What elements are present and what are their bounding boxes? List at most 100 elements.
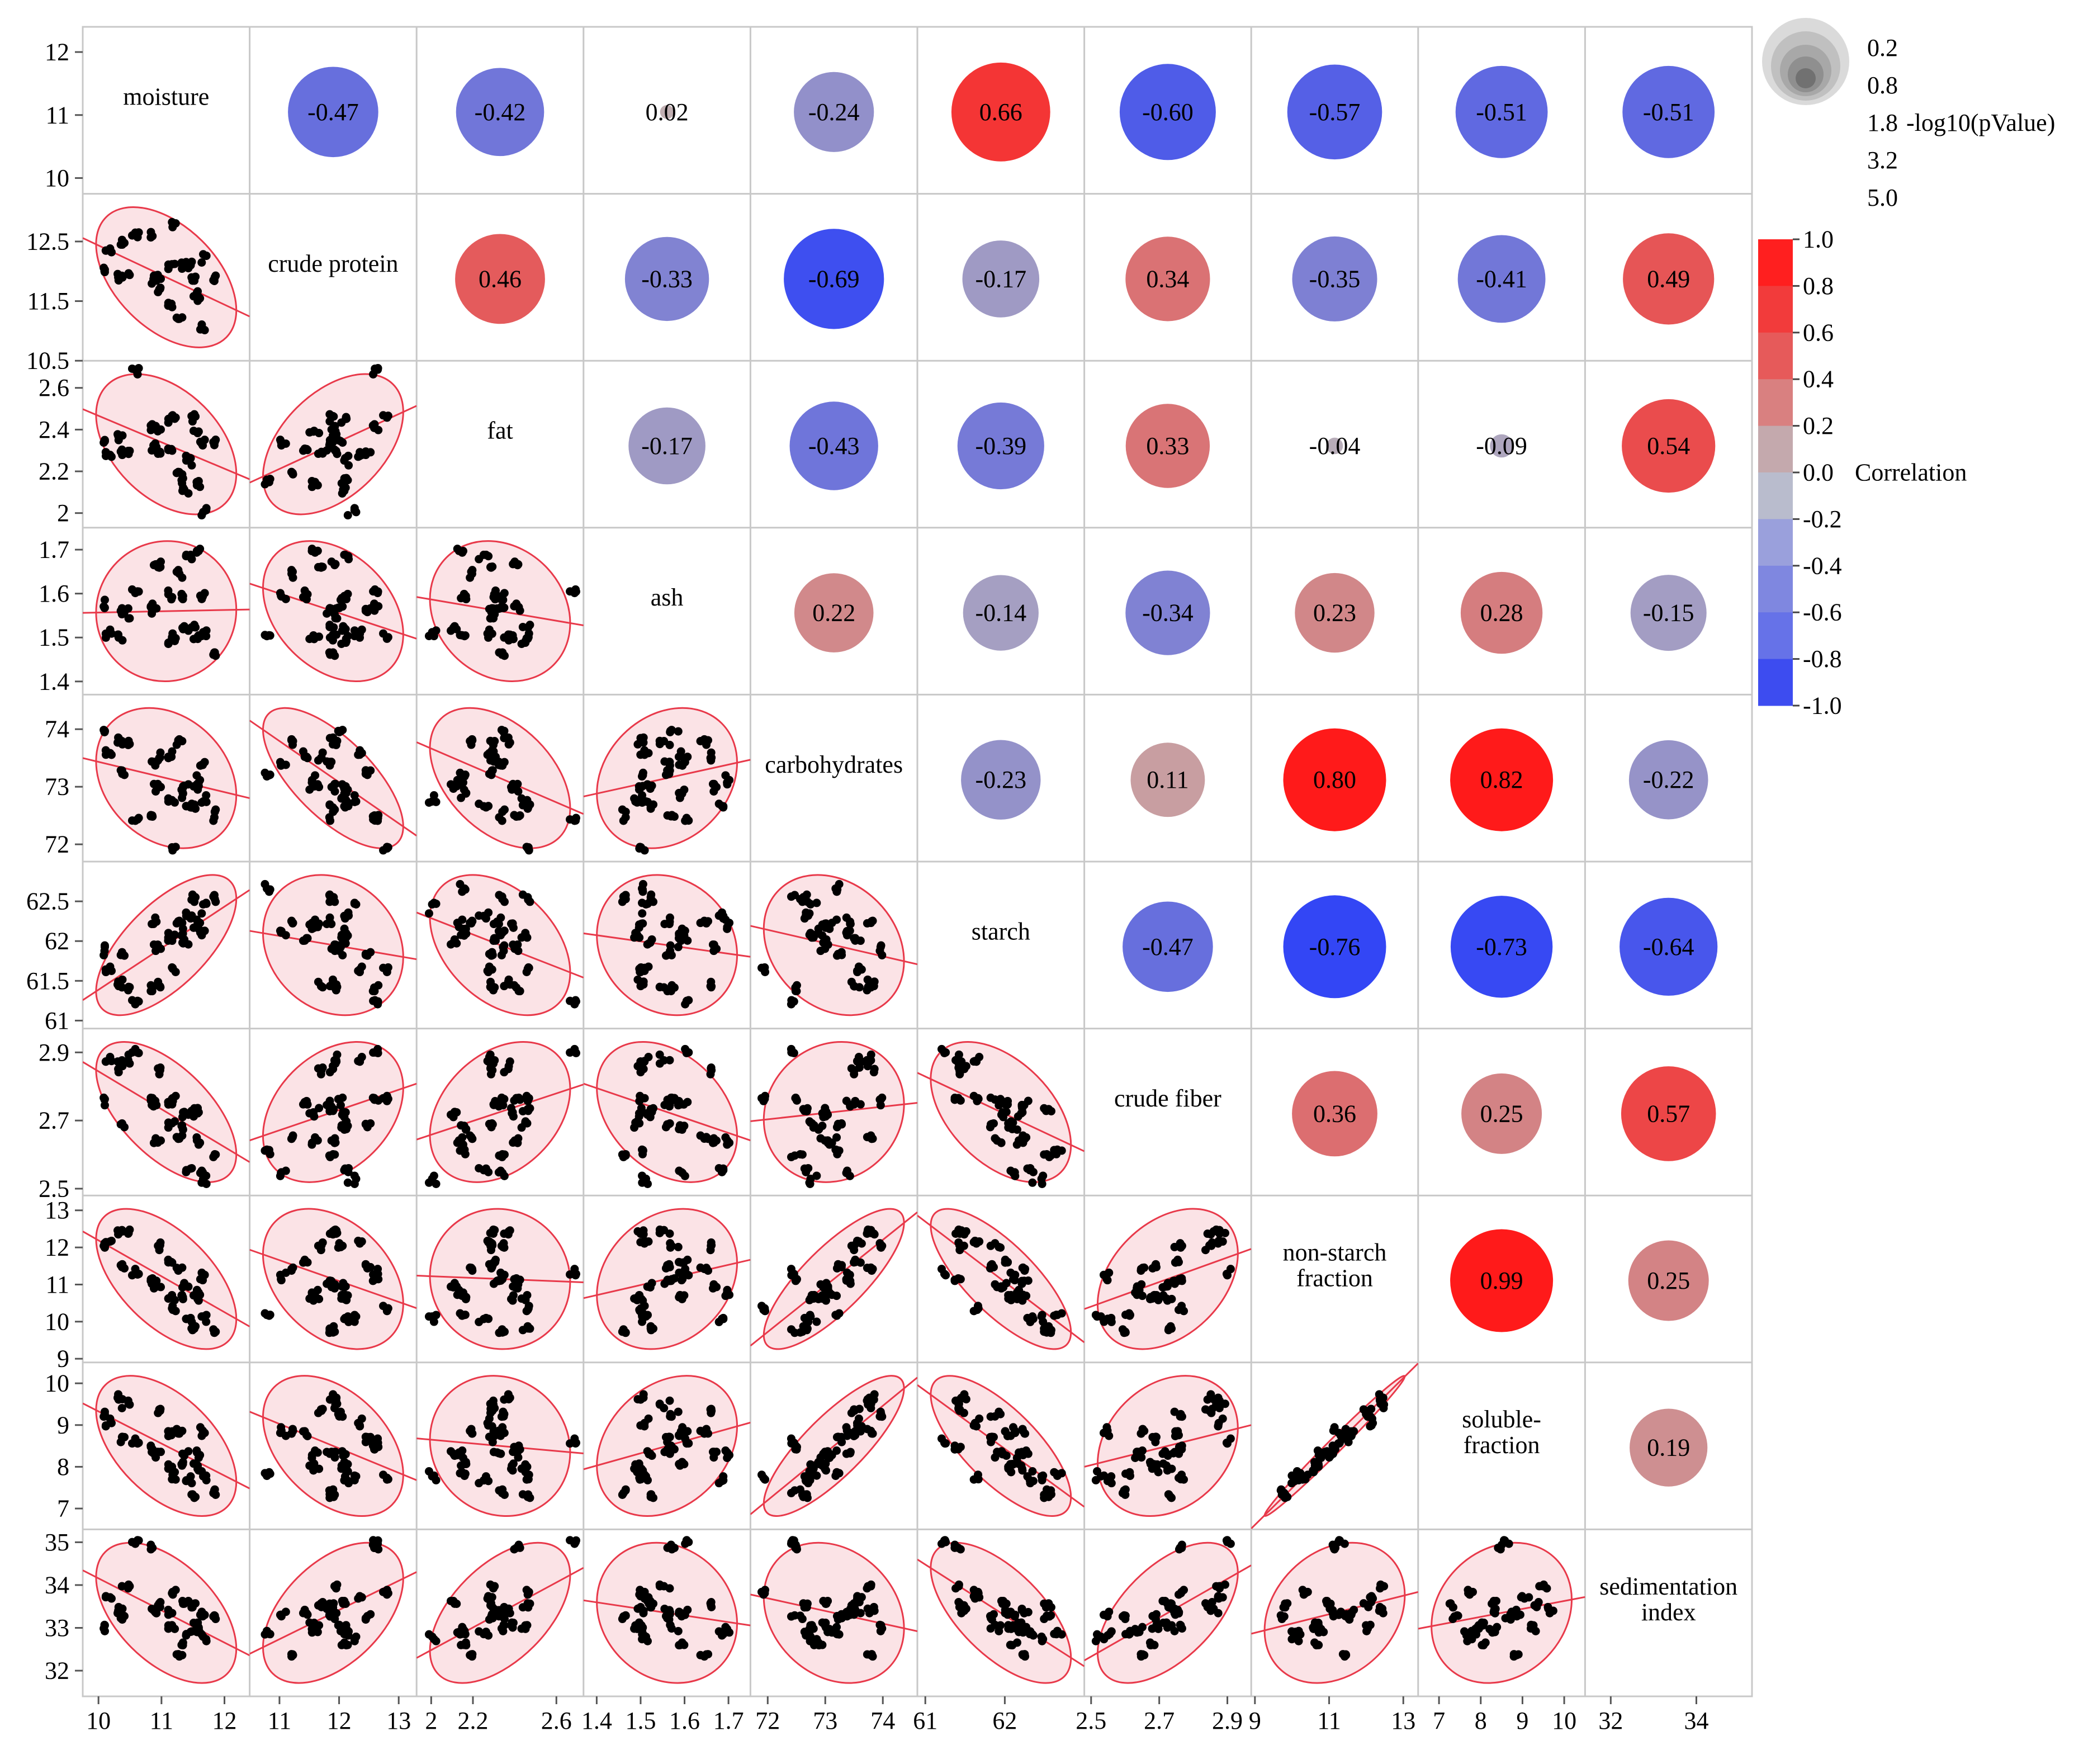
data-point — [855, 1063, 864, 1072]
data-point — [189, 635, 198, 644]
data-point — [663, 1614, 672, 1623]
data-point — [666, 947, 675, 956]
data-point — [1330, 1423, 1339, 1432]
data-point — [106, 625, 115, 634]
data-point — [116, 766, 125, 775]
data-point — [490, 934, 499, 943]
data-point — [266, 770, 274, 779]
correlation-circle — [1457, 235, 1546, 323]
fit-line — [917, 1558, 1085, 1667]
correlation-value: -0.23 — [975, 766, 1026, 793]
data-point — [1208, 1238, 1216, 1247]
data-point — [383, 963, 392, 972]
data-point — [791, 1544, 800, 1553]
data-point — [156, 1063, 165, 1072]
data-point — [164, 299, 173, 308]
data-point — [832, 915, 841, 924]
data-point — [458, 1133, 467, 1142]
data-point — [370, 599, 378, 608]
data-point — [383, 1475, 392, 1484]
data-point — [344, 461, 353, 470]
data-point — [331, 1582, 340, 1591]
data-point — [806, 1179, 815, 1188]
data-point — [975, 1414, 984, 1423]
data-point — [106, 1593, 115, 1602]
correlation-circle — [1123, 901, 1213, 992]
data-point — [124, 604, 132, 613]
data-point — [168, 1475, 177, 1484]
data-point — [709, 1448, 718, 1456]
data-point — [997, 1138, 1006, 1147]
data-point — [619, 1152, 628, 1161]
correlation-circle — [1125, 237, 1210, 321]
data-point — [498, 1275, 507, 1284]
data-point — [1045, 1152, 1054, 1161]
data-point — [1151, 1614, 1160, 1623]
correlation-value: 0.11 — [1147, 766, 1188, 793]
data-point — [1091, 1475, 1100, 1484]
x-tick-label: 2.6 — [541, 1707, 572, 1734]
data-point — [719, 1628, 728, 1637]
scatter-cell — [416, 707, 584, 855]
data-point — [1040, 1104, 1049, 1113]
scatter-cell — [83, 1208, 250, 1350]
scatter-cell — [917, 1208, 1085, 1350]
data-point — [310, 635, 319, 644]
data-point — [202, 899, 211, 908]
correlation-circle — [1450, 728, 1554, 831]
data-point — [1212, 1582, 1221, 1591]
y-tick-label: 12 — [45, 1234, 69, 1261]
y-tick-label: 32 — [45, 1657, 69, 1685]
y-tick-label: 33 — [45, 1614, 69, 1642]
data-point — [172, 313, 181, 322]
data-point — [486, 1598, 495, 1607]
x-tick-label: 1.4 — [581, 1707, 612, 1734]
data-point — [164, 1100, 173, 1109]
data-point — [335, 1095, 344, 1104]
correlation-circle — [1292, 236, 1377, 321]
data-point — [100, 727, 109, 736]
data-point — [638, 1171, 647, 1180]
data-point — [373, 364, 382, 373]
data-point — [842, 1610, 851, 1619]
data-point — [709, 787, 718, 796]
x-tick-label: 12 — [327, 1707, 352, 1734]
data-point — [508, 1466, 517, 1475]
data-point — [335, 1620, 344, 1629]
y-tick-label: 10 — [45, 1370, 69, 1397]
data-point — [209, 816, 218, 825]
data-point — [1038, 1179, 1046, 1188]
data-point — [1151, 1261, 1160, 1270]
fit-line — [750, 925, 918, 966]
scatter-cell — [83, 1375, 250, 1517]
data-point — [310, 1112, 319, 1121]
data-point — [498, 1610, 507, 1619]
data-point — [709, 940, 718, 949]
data-point — [196, 592, 205, 600]
data-point — [674, 943, 683, 952]
correlation-value: 0.36 — [1313, 1100, 1356, 1127]
data-point — [188, 276, 197, 285]
data-point — [1279, 1603, 1288, 1612]
data-point — [498, 761, 507, 770]
data-point — [842, 928, 851, 937]
data-point — [837, 1437, 846, 1446]
data-point — [202, 1179, 211, 1188]
data-point — [1176, 1620, 1185, 1629]
data-point — [760, 1589, 769, 1598]
data-point — [303, 934, 312, 943]
data-point — [490, 1100, 499, 1109]
data-point — [821, 1459, 830, 1468]
data-point — [821, 1291, 830, 1300]
data-point — [432, 1179, 441, 1188]
data-point — [337, 594, 346, 603]
data-point — [467, 740, 476, 749]
data-point — [1046, 1490, 1055, 1499]
data-point — [1331, 1445, 1340, 1454]
data-point — [812, 1635, 821, 1644]
data-point — [714, 1479, 723, 1488]
data-point — [637, 1094, 646, 1103]
data-point — [325, 1490, 334, 1499]
color-legend-band — [1758, 239, 1793, 286]
color-legend-band — [1758, 519, 1793, 566]
